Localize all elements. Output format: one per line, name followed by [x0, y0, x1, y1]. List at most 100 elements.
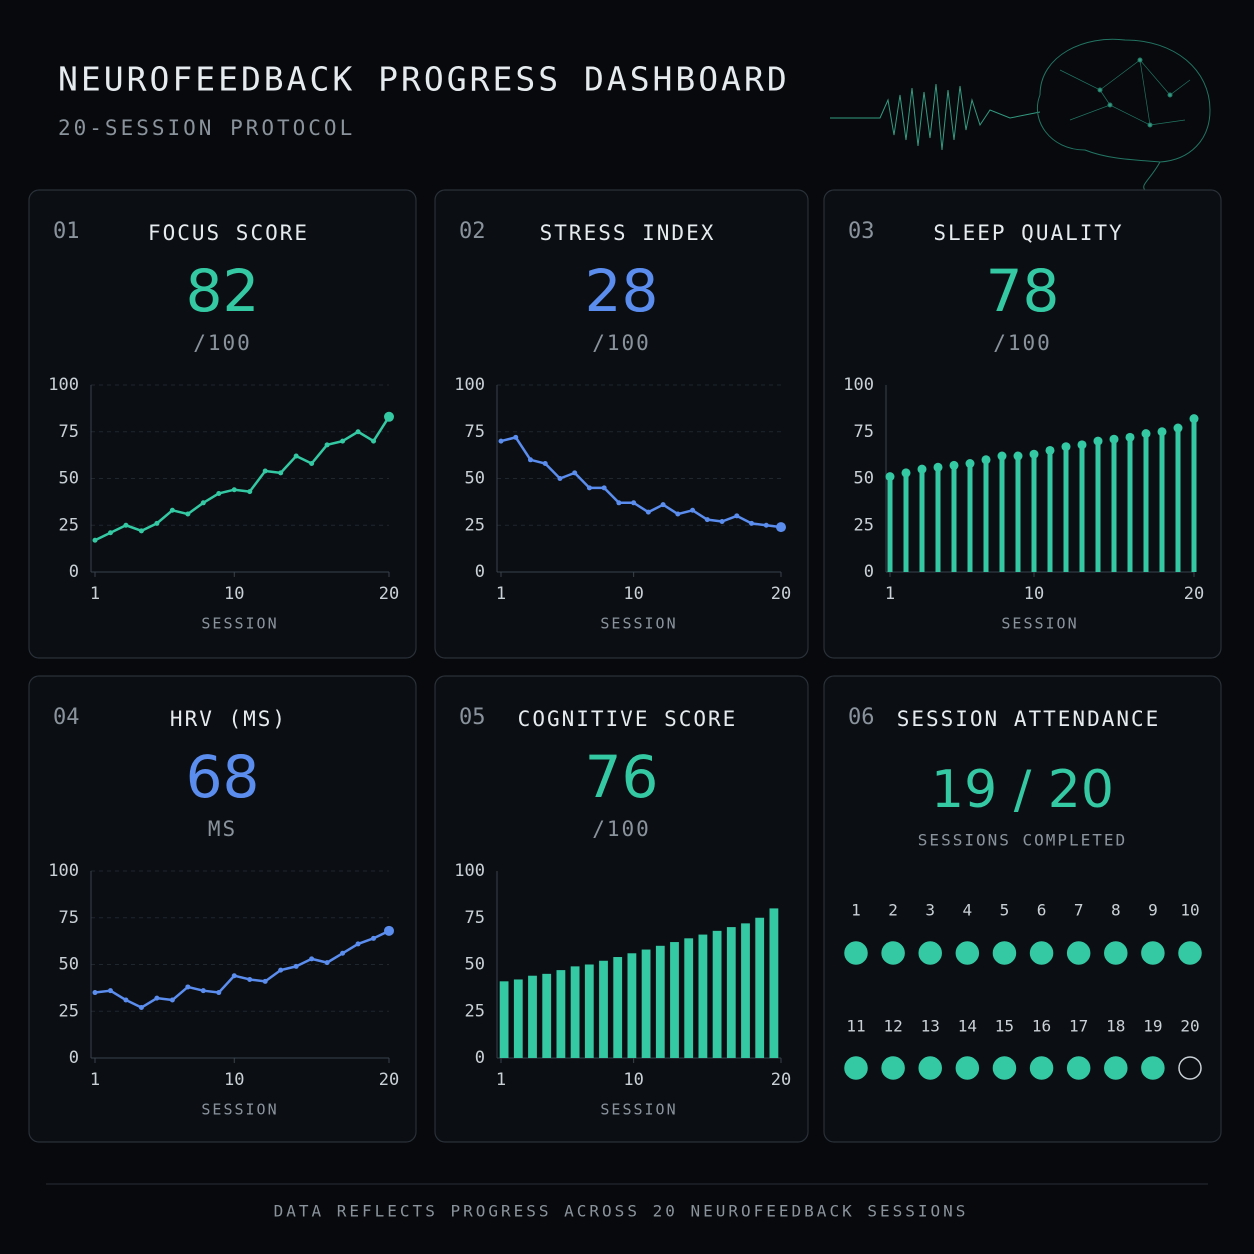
y-tick-label: 75: [59, 422, 79, 442]
data-point: [123, 522, 129, 528]
bar: [769, 908, 779, 1058]
lollipop-head: [885, 472, 895, 482]
data-point: [154, 520, 160, 526]
session-label: 6: [1037, 901, 1047, 920]
lollipop-head: [1045, 445, 1055, 455]
card-title: SLEEP QUALITY: [933, 221, 1123, 245]
x-axis-label: SESSION: [201, 1101, 278, 1119]
card-index: 06: [848, 705, 875, 730]
data-point: [231, 973, 237, 979]
session-dot: [992, 1056, 1017, 1080]
lollipop-head: [1077, 440, 1087, 450]
session-dot: [881, 1056, 905, 1080]
data-point: [513, 434, 519, 440]
page-title: NEUROFEEDBACK PROGRESS DASHBOARD: [58, 60, 790, 99]
headline: 19 / 20: [931, 760, 1114, 820]
end-point: [776, 522, 786, 533]
data-point: [138, 1005, 144, 1011]
data-point: [631, 500, 637, 506]
series-line: [94, 929, 390, 1009]
data-point: [557, 476, 563, 481]
session-label: 4: [963, 901, 973, 920]
session-dot: [992, 941, 1017, 965]
data-point: [734, 513, 740, 519]
lollipop-head: [933, 462, 943, 472]
x-tick-label: 1: [885, 584, 895, 604]
data-point: [123, 997, 129, 1003]
x-tick-label: 20: [379, 1070, 399, 1090]
session-label: 11: [846, 1017, 865, 1036]
y-tick-label: 50: [59, 469, 79, 489]
data-point: [169, 507, 175, 513]
session-dot: [844, 941, 868, 965]
end-point: [384, 925, 394, 936]
bar: [584, 964, 594, 1058]
card: [434, 189, 809, 659]
card-title: STRESS INDEX: [540, 221, 716, 245]
y-tick-label: 75: [59, 908, 79, 928]
data-point: [92, 990, 98, 996]
card-index: 03: [848, 219, 875, 244]
session-label: 13: [921, 1017, 940, 1036]
data-point: [216, 490, 222, 496]
data-point: [340, 950, 346, 956]
big-value: 78: [986, 257, 1060, 325]
y-tick-label: 75: [465, 422, 485, 442]
data-point: [719, 519, 725, 525]
big-value: 76: [585, 743, 659, 811]
x-tick-label: 10: [623, 584, 643, 604]
bar: [613, 957, 623, 1058]
lollipop-head: [1093, 436, 1103, 446]
value-unit: /100: [993, 331, 1052, 355]
data-point: [572, 470, 578, 476]
data-point: [645, 509, 651, 515]
data-point: [262, 468, 268, 474]
x-tick-label: 10: [224, 1070, 244, 1090]
data-point: [278, 470, 284, 476]
x-tick-label: 20: [771, 1070, 791, 1090]
session-label: 20: [1180, 1017, 1199, 1036]
y-tick-label: 100: [48, 861, 79, 881]
data-point: [231, 487, 237, 493]
data-point: [660, 502, 666, 508]
data-point: [293, 453, 299, 459]
bar: [684, 938, 694, 1058]
session-label: 3: [925, 901, 935, 920]
x-tick-label: 1: [90, 1070, 100, 1090]
session-label: 9: [1148, 901, 1158, 920]
lollipop-head: [1125, 432, 1135, 442]
y-tick-label: 50: [465, 469, 485, 489]
session-label: 5: [1000, 901, 1010, 920]
data-point: [324, 960, 330, 966]
y-tick-label: 75: [465, 908, 485, 928]
end-point: [384, 411, 394, 422]
session-dot: [1066, 941, 1091, 965]
session-dot: [1029, 941, 1054, 965]
session-dot: [1141, 941, 1165, 965]
data-point: [355, 429, 361, 435]
data-point: [185, 511, 191, 517]
session-label: 16: [1032, 1017, 1051, 1036]
card-index: 02: [459, 219, 486, 244]
y-tick-label: 50: [59, 955, 79, 975]
bar: [726, 927, 736, 1058]
session-label: 7: [1074, 901, 1084, 920]
x-tick-label: 20: [771, 584, 791, 604]
x-tick-label: 1: [496, 584, 506, 604]
card-title: SESSION ATTENDANCE: [897, 707, 1161, 731]
bar: [698, 934, 708, 1058]
data-point: [371, 438, 377, 444]
data-point: [293, 963, 299, 969]
session-dot: [844, 1056, 868, 1080]
y-tick-label: 25: [59, 1001, 79, 1021]
data-point: [675, 511, 681, 517]
data-point: [185, 984, 191, 990]
lollipop-head: [1109, 434, 1119, 444]
big-value: 28: [585, 257, 659, 325]
lollipop-head: [901, 468, 911, 478]
x-axis-label: SESSION: [201, 615, 278, 633]
data-point: [527, 457, 533, 463]
card: [823, 675, 1222, 1143]
card: [28, 189, 417, 659]
